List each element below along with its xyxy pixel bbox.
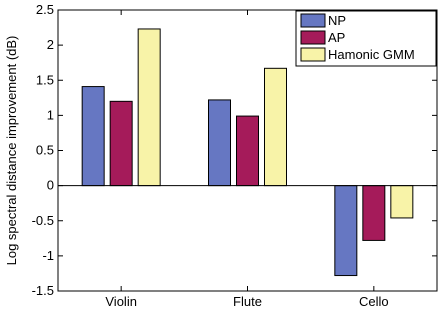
x-axis: Violin Flute Cello: [105, 10, 389, 309]
legend-label-np: NP: [328, 13, 346, 28]
legend-swatch-np: [300, 13, 326, 28]
y-tick-label: -1: [42, 248, 54, 263]
bar-cello-np: [334, 185, 358, 277]
bar-flute-ap: [236, 115, 259, 187]
legend-label-hamonic-gmm: Hamonic GMM: [328, 47, 415, 62]
y-tick-label: 2.5: [36, 2, 54, 17]
legend: NP AP Hamonic GMM: [295, 10, 437, 67]
y-tick-label: 1: [47, 107, 54, 122]
x-tick-label-violin: Violin: [105, 294, 137, 309]
y-tick-label: -1.5: [32, 283, 54, 298]
y-axis: -1.5 -1 -0.5 0 0.5 1 1.5 2 2.5: [32, 2, 437, 298]
legend-swatch-ap: [300, 30, 326, 45]
y-tick-label: -0.5: [32, 213, 54, 228]
legend-swatch-hamonic-gmm: [300, 47, 326, 62]
bar-flute-hamonic-gmm: [264, 67, 287, 187]
bar-cello-ap: [362, 185, 386, 241]
bar-cello-hamonic-gmm: [390, 185, 414, 219]
bar-flute-np: [208, 99, 231, 187]
y-tick-label: 0: [47, 178, 54, 193]
legend-label-ap: AP: [328, 30, 345, 45]
bar-violin-np: [81, 86, 105, 187]
y-axis-title: Log spectral distance improvement (dB): [4, 36, 19, 266]
bar-violin-hamonic-gmm: [137, 28, 161, 187]
y-tick-label: 1.5: [36, 72, 54, 87]
bar-violin-ap: [109, 100, 133, 187]
y-tick-label: 0.5: [36, 143, 54, 158]
y-tick-label: 2: [47, 37, 54, 52]
bars-group: [81, 28, 414, 277]
x-tick-label-cello: Cello: [359, 294, 389, 309]
x-tick-label-flute: Flute: [233, 294, 262, 309]
